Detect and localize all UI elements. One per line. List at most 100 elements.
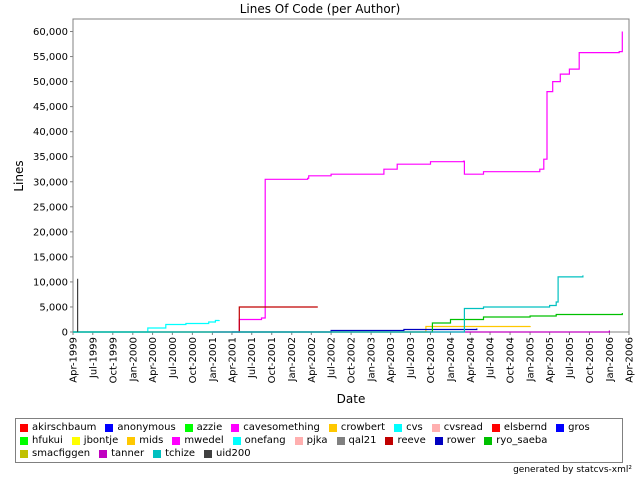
legend-item-akirschbaum: akirschbaum xyxy=(20,421,96,434)
legend-swatch xyxy=(204,449,212,458)
legend-label: mids xyxy=(139,435,164,446)
legend-item-cvsread: cvsread xyxy=(431,421,483,434)
y-tick-label: 40,000 xyxy=(33,127,68,138)
x-tick-label: Apr-2006 xyxy=(625,337,636,383)
legend-swatch xyxy=(20,449,28,458)
x-tick-label: Jan-2000 xyxy=(128,337,139,382)
legend-swatch xyxy=(484,436,493,445)
legend-label: rower xyxy=(446,435,476,446)
x-tick-label: Jan-2006 xyxy=(605,337,616,382)
legend-item-jbontje: jbontje xyxy=(71,434,119,447)
legend-label: smacfiggen xyxy=(32,448,91,459)
plot-frame xyxy=(72,18,630,333)
legend-label: cavesomething xyxy=(243,422,320,433)
y-tick-label: 0 xyxy=(62,328,68,339)
legend-item-mwedel: mwedel xyxy=(172,434,224,447)
legend-swatch xyxy=(105,423,114,432)
legend-item-mids: mids xyxy=(127,434,163,447)
x-tick-label: Apr-2003 xyxy=(386,337,397,383)
y-tick-label: 5,000 xyxy=(39,302,68,313)
legend-item-tanner: tanner xyxy=(99,447,144,460)
series-line-uid200 xyxy=(77,278,79,332)
legend-swatch xyxy=(434,436,443,445)
legend-item-cvs: cvs xyxy=(394,421,423,434)
legend-label: uid200 xyxy=(216,448,251,459)
legend-swatch xyxy=(556,423,565,432)
y-tick-label: 55,000 xyxy=(33,52,68,63)
y-tick-label: 30,000 xyxy=(33,177,68,188)
legend-label: crowbert xyxy=(340,422,386,433)
legend-swatch xyxy=(336,436,345,445)
y-tick-label: 50,000 xyxy=(33,77,68,88)
chart-title: Lines Of Code (per Author) xyxy=(240,2,401,16)
chart: Lines Of Code (per Author) 0 5,000 10,000 1… xyxy=(12,2,636,406)
legend-item-azzie: azzie xyxy=(184,421,223,434)
legend-item-qal21: qal21 xyxy=(336,434,377,447)
legend-swatch xyxy=(231,423,240,432)
legend-swatch xyxy=(20,423,28,432)
legend-label: tanner xyxy=(111,448,145,459)
series-line-ryo_saeba xyxy=(73,313,623,333)
x-tick-label: Jan-2001 xyxy=(208,337,219,382)
x-tick-label: Jan-2002 xyxy=(287,337,298,382)
x-tick-label: Oct-2002 xyxy=(347,337,358,383)
x-tick-label: Jul-1999 xyxy=(88,337,99,379)
legend-swatch xyxy=(385,436,394,445)
legend-label: gros xyxy=(568,422,590,433)
legend-item-uid200: uid200 xyxy=(204,447,251,460)
legend-item-tchize: tchize xyxy=(153,447,195,460)
series-line-mwedel xyxy=(73,31,623,333)
legend-swatch xyxy=(20,436,28,445)
legend-swatch xyxy=(328,423,337,432)
legend-swatch xyxy=(127,436,136,445)
y-axis-label: Lines xyxy=(12,160,26,191)
x-tick-label: Oct-2004 xyxy=(506,337,517,383)
legend-label: mwedel xyxy=(184,435,224,446)
legend-swatch xyxy=(294,436,303,445)
legend-label: ryo_saeba xyxy=(496,435,548,446)
legend-label: jbontje xyxy=(83,435,119,446)
x-tick-label: Apr-2002 xyxy=(307,337,318,383)
x-tick-label: Oct-2003 xyxy=(426,337,437,383)
legend-item-smacfiggen: smacfiggen xyxy=(20,447,90,460)
y-tick-label: 25,000 xyxy=(33,202,68,213)
legend-label: azzie xyxy=(196,422,223,433)
legend-item-hfukui: hfukui xyxy=(20,434,63,447)
x-tick-label: Apr-2000 xyxy=(148,337,159,383)
legend-swatch xyxy=(172,436,181,445)
footer-credit: generated by statcvs-xml² xyxy=(513,465,632,475)
y-tick-label: 20,000 xyxy=(33,227,68,238)
legend-swatch xyxy=(184,423,193,432)
x-tick-label: Apr-2001 xyxy=(227,337,238,383)
legend-label: qal21 xyxy=(348,435,377,446)
y-tick-label: 45,000 xyxy=(33,102,68,113)
x-tick-label: Jul-2003 xyxy=(406,337,417,379)
legend-item-elsbernd: elsbernd xyxy=(491,421,547,434)
x-tick-label: Oct-2005 xyxy=(585,337,596,383)
x-tick-label: Apr-2005 xyxy=(545,337,556,383)
legend-label: cvsread xyxy=(443,422,483,433)
x-tick-label: Jul-2005 xyxy=(565,337,576,379)
x-tick-label: Jan-2005 xyxy=(526,337,537,382)
legend-item-anonymous: anonymous xyxy=(105,421,176,434)
legend-label: onefang xyxy=(244,435,286,446)
legend-label: pjka xyxy=(306,435,328,446)
legend-swatch xyxy=(232,436,241,445)
legend-item-pjka: pjka xyxy=(294,434,328,447)
x-tick-label: Apr-2004 xyxy=(466,337,477,383)
y-tick-label: 15,000 xyxy=(33,252,68,263)
legend-item-gros: gros xyxy=(556,421,590,434)
x-tick-label: Oct-2001 xyxy=(267,337,278,383)
x-tick-label: Jan-2004 xyxy=(446,337,457,382)
x-tick-label: Jul-2004 xyxy=(486,337,497,379)
legend: akirschbaum anonymous azzie cavesomething cr… xyxy=(15,418,623,463)
x-tick-label: Jul-2002 xyxy=(327,337,338,379)
legend-label: akirschbaum xyxy=(32,422,97,433)
legend-item-onefang: onefang xyxy=(232,434,286,447)
legend-label: anonymous xyxy=(117,422,176,433)
x-tick-label: Oct-2000 xyxy=(188,337,199,383)
legend-swatch xyxy=(491,423,500,432)
legend-swatch xyxy=(99,449,108,458)
legend-swatch xyxy=(71,436,80,445)
x-tick-label: Jul-2001 xyxy=(247,337,258,379)
